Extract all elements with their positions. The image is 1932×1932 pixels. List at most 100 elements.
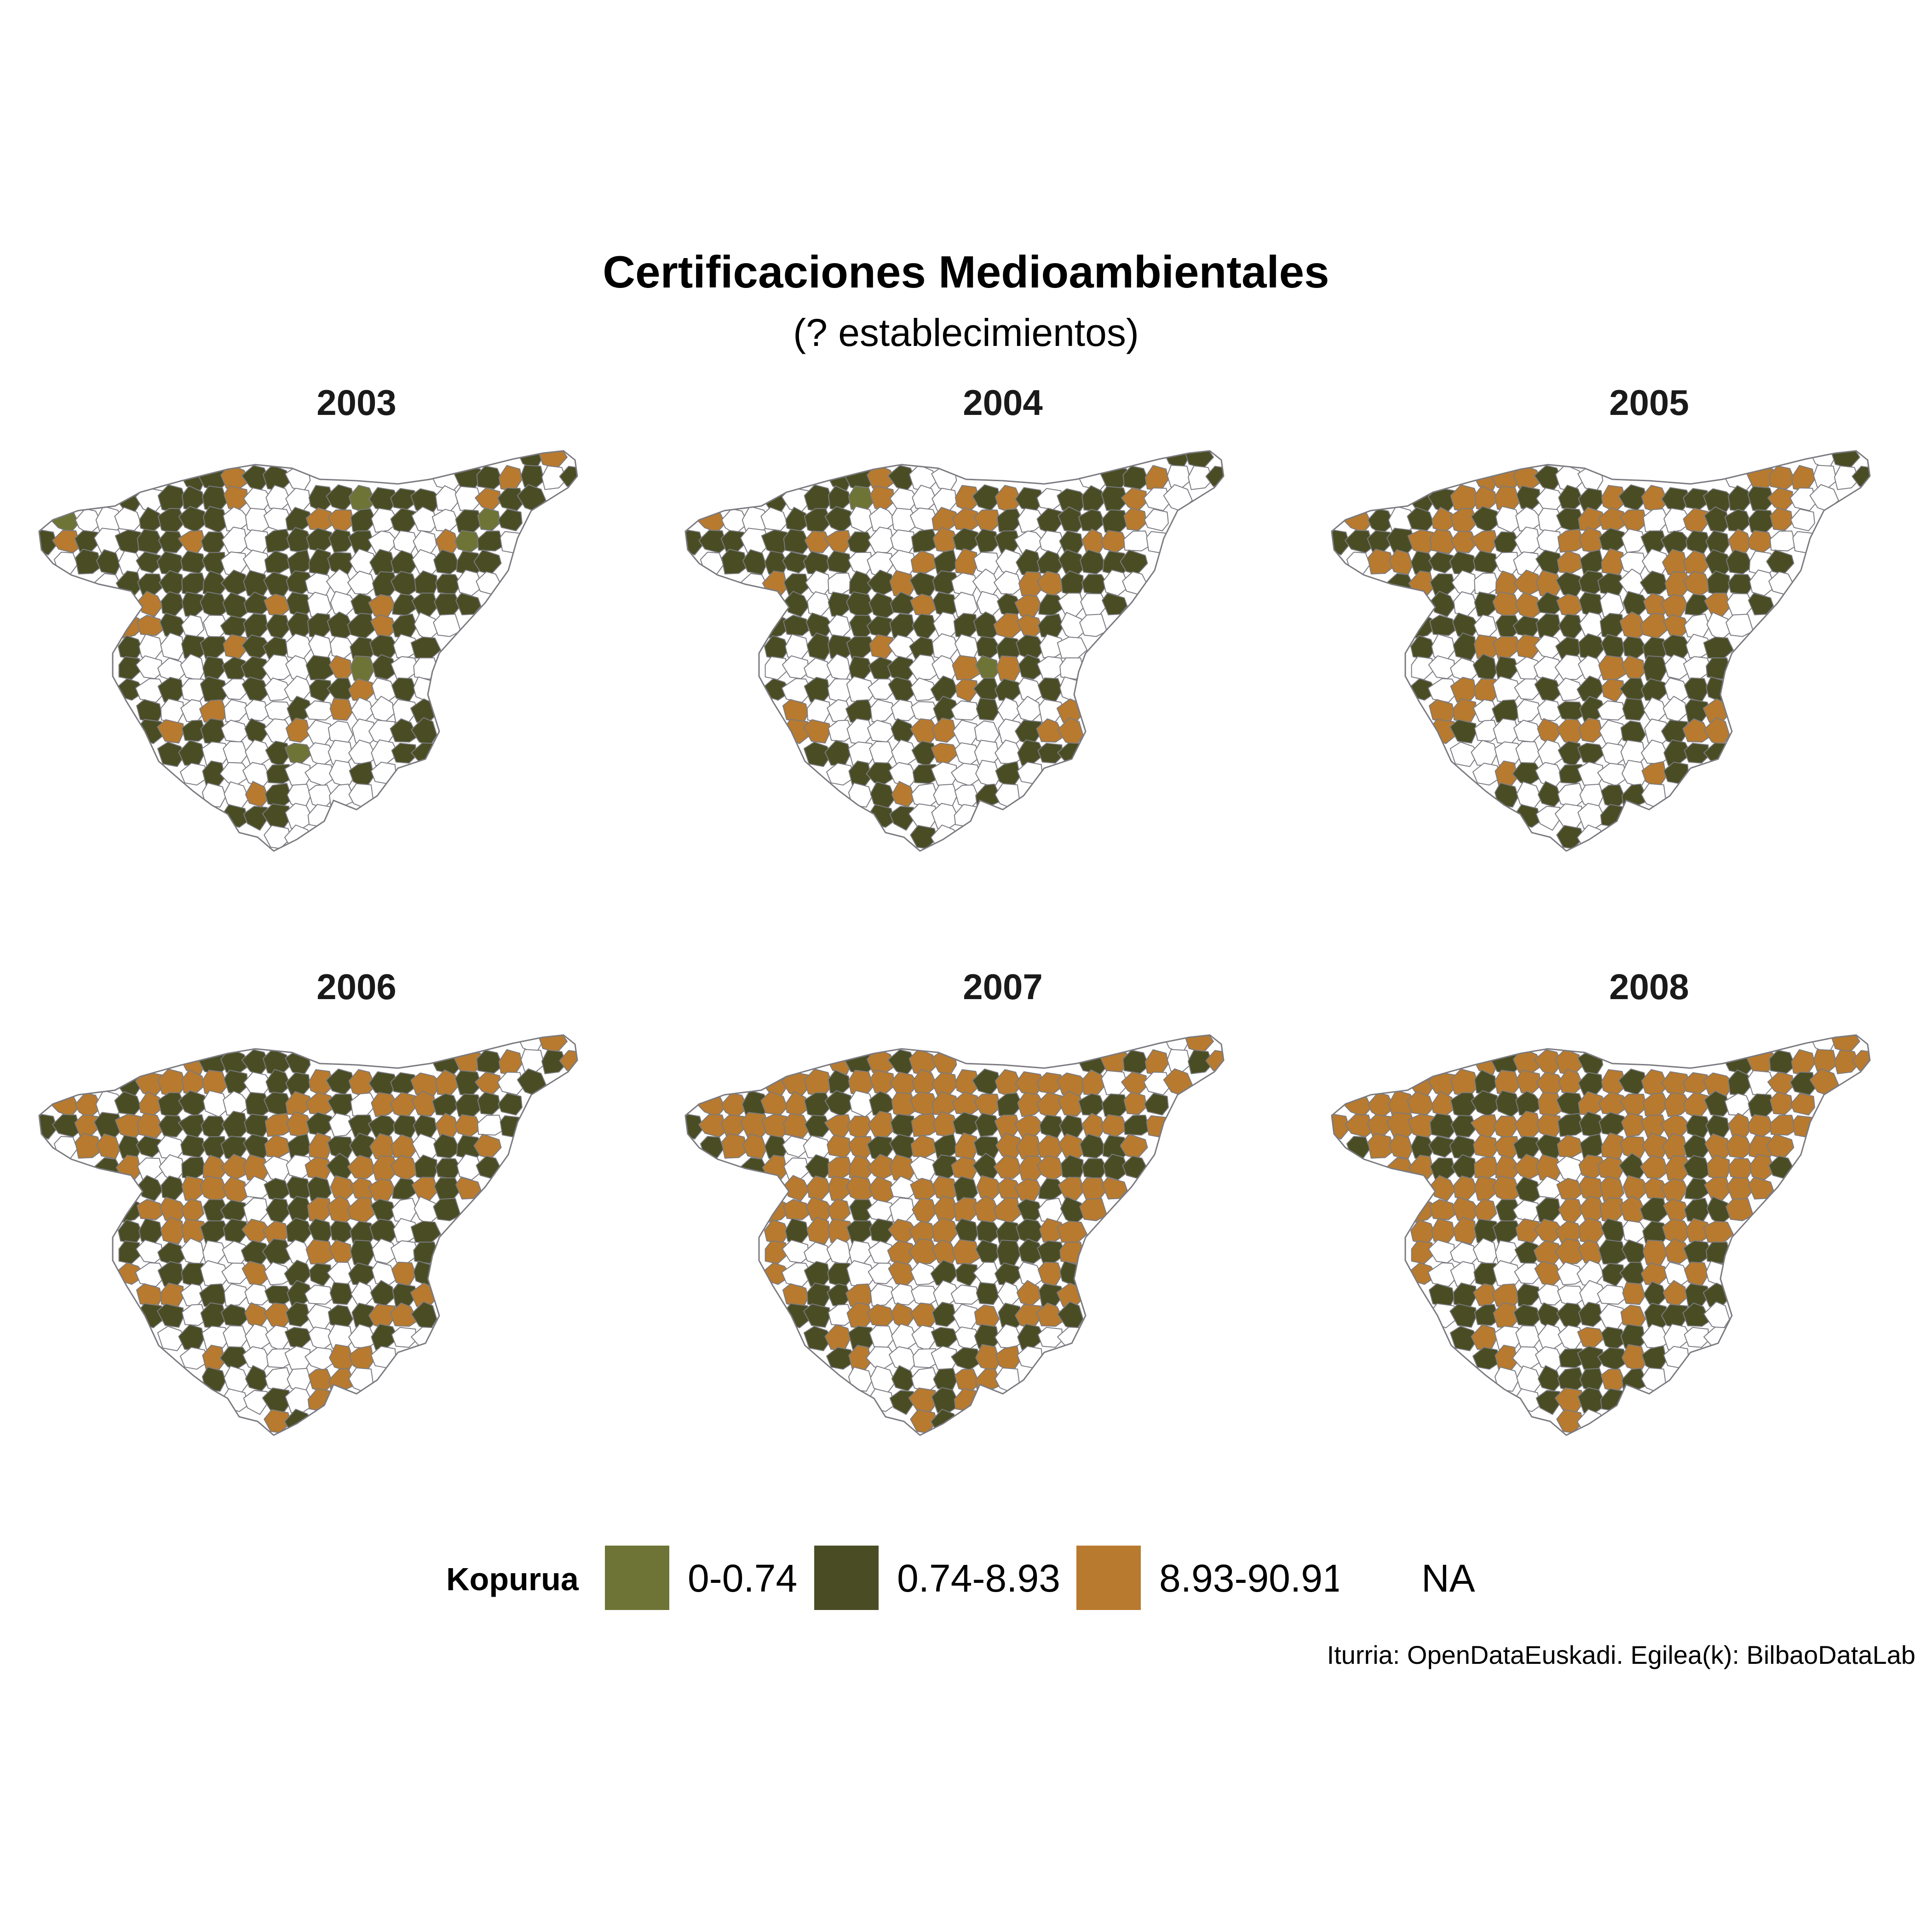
municipality-area [783,1113,811,1138]
municipality-area [1037,1327,1063,1348]
municipality-area [931,1327,960,1349]
municipality-area [351,1281,374,1307]
municipality-area [1037,1197,1064,1223]
panel-year-label: 2004 [963,382,1043,423]
map-panel-2006: 2006 [34,966,678,1472]
municipality-area [178,1090,207,1117]
municipality-area [476,1050,503,1074]
municipality-area [368,594,396,618]
municipality-area [1663,1346,1690,1369]
municipality-area [1792,1115,1818,1138]
municipality-area [497,1071,523,1096]
panel-year-label: 2005 [1609,382,1689,423]
municipality-area [391,1261,417,1287]
municipality-area [347,570,376,595]
municipality-area [1431,1218,1455,1246]
municipality-area [953,613,978,639]
map-panel-2005: 2005 [1327,382,1932,888]
municipality-area [1167,1049,1191,1073]
legend: Kopurua 0-0.74 0.74-8.93 8.93-90.91 NA [442,1543,1592,1612]
municipality-area [1516,1070,1541,1094]
municipality-area [520,465,545,489]
municipality-area [350,1239,375,1266]
municipality-area [685,1114,704,1140]
municipality-area [1143,1071,1170,1096]
municipality-area [135,1262,167,1287]
municipality-area [721,548,748,575]
municipality-area [869,741,894,764]
municipality-area [179,763,209,786]
municipality-area [996,1239,1022,1266]
municipality-area [931,742,960,765]
municipality-area [1639,570,1668,595]
municipality-area [224,699,248,723]
municipality-area [1453,632,1477,661]
municipality-area [221,1110,248,1138]
municipality-area [541,465,567,490]
municipality-area [932,1217,959,1245]
municipality-area [1057,717,1084,746]
municipality-area [1558,1325,1583,1351]
panel-year-label: 2006 [316,966,397,1007]
municipality-area [782,1135,810,1158]
municipality-area [1429,1113,1457,1138]
municipality-area [1789,1071,1816,1096]
municipality-area [1079,614,1108,637]
municipality-area [305,1239,334,1265]
municipality-area [1852,466,1870,489]
municipality-area [1427,1262,1459,1287]
municipality-area [993,613,1022,639]
municipality-area [75,1133,102,1159]
map-panel-2004: 2004 [681,382,1325,888]
municipality-area [157,1303,184,1328]
municipality-area [1556,1178,1583,1202]
municipality-area [224,1365,249,1394]
municipality-area [1014,594,1042,618]
municipality-area [1834,1049,1860,1075]
municipality-area [475,1071,501,1096]
municipality-area [954,1132,978,1160]
municipality-area [1600,1388,1628,1413]
municipality-area [1556,593,1583,617]
legend-label-na: NA [1421,1557,1475,1600]
municipality-area [1514,678,1541,700]
region-outline [38,1034,578,1436]
municipality-area [1450,1115,1477,1138]
municipality-area [1724,509,1752,532]
municipality-area [1101,1093,1129,1119]
municipality-area [1473,1198,1497,1222]
municipality-area [434,1177,461,1201]
municipality-area [1724,1093,1752,1116]
municipality-area [498,508,523,531]
municipality-area [223,741,248,764]
municipality-area [1726,593,1754,617]
municipality-area [1516,781,1542,810]
municipality-area [954,634,979,660]
municipality-area [1123,507,1147,531]
municipality-area [307,1197,332,1223]
region-outline [684,450,1225,852]
municipality-area [304,1284,334,1305]
municipality-area [1639,1155,1668,1179]
municipality-area [1453,1216,1477,1245]
municipality-area [161,591,185,617]
municipality-area [806,632,830,661]
municipality-area [1516,485,1541,510]
municipality-area [1599,613,1625,639]
municipality-area [952,655,981,680]
municipality-area [1535,805,1562,831]
municipality-area [1597,700,1626,721]
municipality-area [1146,531,1172,553]
municipality-area [307,804,336,828]
municipality-area [1683,507,1711,535]
municipality-area [954,1218,979,1244]
municipality-area [115,1155,142,1181]
municipality-area [1601,1132,1624,1160]
municipality-area [930,824,960,850]
municipality-area [870,1365,896,1394]
municipality-area [351,697,374,723]
municipality-area [1449,1303,1477,1328]
municipality-area [1578,718,1604,743]
municipality-area [1598,527,1626,552]
municipality-area [285,1302,311,1327]
